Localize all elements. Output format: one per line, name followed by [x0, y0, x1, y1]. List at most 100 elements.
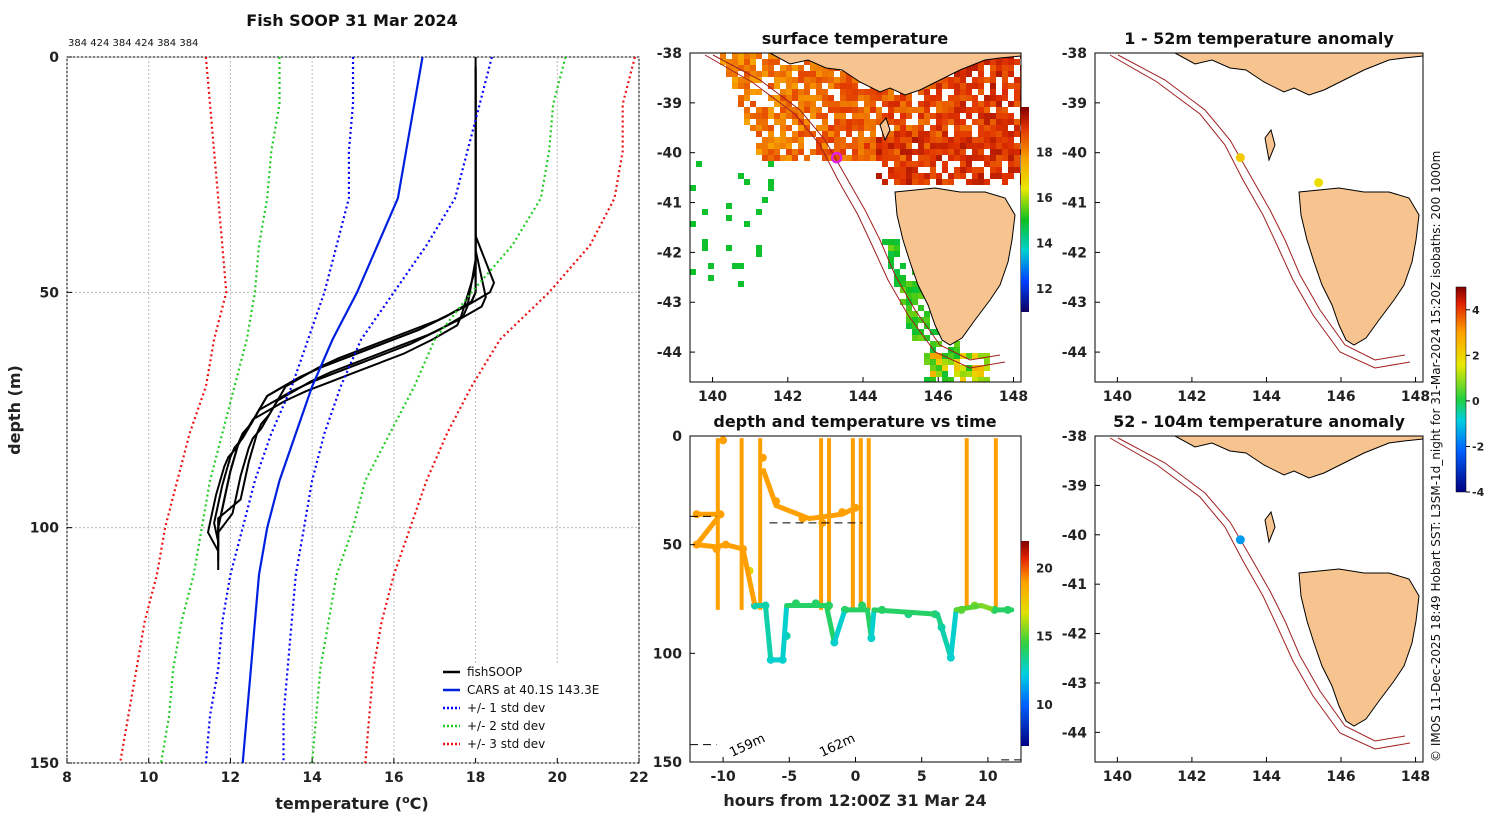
victoria-land	[769, 53, 1021, 96]
anomaly-point	[1235, 153, 1245, 163]
sst-cell	[900, 149, 906, 155]
sst-cell	[924, 377, 930, 382]
sst-cell	[792, 149, 798, 155]
sst-cell	[966, 113, 972, 119]
sst-cell	[954, 155, 960, 161]
sst-cell	[876, 107, 882, 113]
x-tick-label: 10	[139, 770, 159, 786]
sst-cell	[990, 83, 996, 89]
sst-cell	[756, 143, 762, 149]
sst-cell	[762, 107, 768, 113]
sst-cell	[822, 125, 828, 131]
sst-cell	[762, 65, 768, 71]
y-tick-label: -43	[657, 295, 682, 311]
sst-cell	[846, 119, 852, 125]
y-tick-label: -40	[657, 146, 683, 162]
sst-cell	[768, 137, 774, 143]
sst-cell	[978, 149, 984, 155]
sst-cell	[792, 77, 798, 83]
sst-cell	[696, 161, 702, 167]
sst-cell	[882, 239, 888, 245]
sst-cell	[924, 89, 930, 95]
sst-cell	[858, 143, 864, 149]
sst-cell	[822, 113, 828, 119]
sst-cell	[1014, 149, 1020, 155]
sst-cell	[1002, 149, 1008, 155]
anomaly-colorbar-label: -4	[1472, 486, 1485, 499]
sst-cell	[888, 257, 894, 263]
x-tick-label: 144	[1252, 389, 1281, 405]
y-tick-label: -38	[1062, 46, 1087, 62]
sst-cell	[912, 299, 918, 305]
x-tick-label: 146	[924, 389, 953, 405]
sst-cell	[948, 101, 954, 107]
x-tick-label: 144	[1252, 769, 1281, 785]
sst-cell	[690, 185, 696, 191]
sst-cell	[906, 281, 912, 287]
sst-cell	[942, 137, 948, 143]
sst-cell	[726, 71, 732, 77]
sst-cell	[978, 353, 984, 359]
sst-cell	[984, 119, 990, 125]
sst-cell	[978, 77, 984, 83]
sst-cell	[828, 95, 834, 101]
sst-cell	[798, 95, 804, 101]
series-0-line	[217, 66, 477, 547]
sst-cell	[1002, 89, 1008, 95]
sst-cell	[876, 113, 882, 119]
sst-cell	[768, 95, 774, 101]
sst-cell	[936, 155, 942, 161]
sst-cell	[942, 119, 948, 125]
sst-cell	[1008, 161, 1014, 167]
sst-cell	[972, 119, 978, 125]
surface-colorbar	[1021, 107, 1029, 312]
king-island	[1264, 128, 1276, 162]
anomaly-lower-y-ticks: -38 -39 -40 -41 -42 -43 -44	[1062, 429, 1100, 741]
anomaly-point	[1235, 535, 1245, 545]
sst-cell	[948, 173, 954, 179]
sst-cell	[756, 245, 762, 251]
sst-cell	[864, 119, 870, 125]
sst-cell	[966, 65, 972, 71]
sst-cell	[996, 107, 1002, 113]
sst-cell	[984, 95, 990, 101]
y-tick-label: -40	[1062, 146, 1088, 162]
sst-cell	[780, 155, 786, 161]
sst-cell	[900, 107, 906, 113]
x-tick-label: 140	[698, 389, 727, 405]
sst-cell	[816, 125, 822, 131]
sst-cell	[930, 329, 936, 335]
sst-cell	[750, 113, 756, 119]
sst-cell	[894, 95, 900, 101]
x-tick-label: 140	[1103, 769, 1132, 785]
sst-cell	[888, 113, 894, 119]
sst-cell	[984, 161, 990, 167]
sst-cell	[888, 245, 894, 251]
sst-cell	[960, 107, 966, 113]
sst-cell	[750, 101, 756, 107]
sst-cell	[918, 113, 924, 119]
x-tick-label: 18	[466, 770, 485, 786]
sst-cell	[876, 143, 882, 149]
x-tick-label: 16	[384, 770, 403, 786]
sst-cell	[924, 101, 930, 107]
sst-cell	[960, 131, 966, 137]
sst-cell	[936, 179, 942, 185]
sst-cell	[870, 125, 876, 131]
sst-cell	[972, 173, 978, 179]
sst-cell	[774, 71, 780, 77]
sst-cell	[906, 107, 912, 113]
sst-cell	[792, 89, 798, 95]
sst-cell	[930, 161, 936, 167]
sst-cell	[936, 173, 942, 179]
anomaly-upper-panel: 1 - 52m temperature anomaly 140 142 144 146…	[1062, 29, 1430, 405]
sst-cell	[990, 65, 996, 71]
sst-cell	[948, 113, 954, 119]
sst-cell	[822, 155, 828, 161]
sst-cell	[900, 143, 906, 149]
anomaly-upper-axes	[1094, 52, 1424, 383]
timeseries-colorbar-label: 20	[1036, 561, 1053, 575]
sst-cell	[906, 317, 912, 323]
sst-cell	[930, 143, 936, 149]
surface-title: surface temperature	[762, 29, 949, 48]
